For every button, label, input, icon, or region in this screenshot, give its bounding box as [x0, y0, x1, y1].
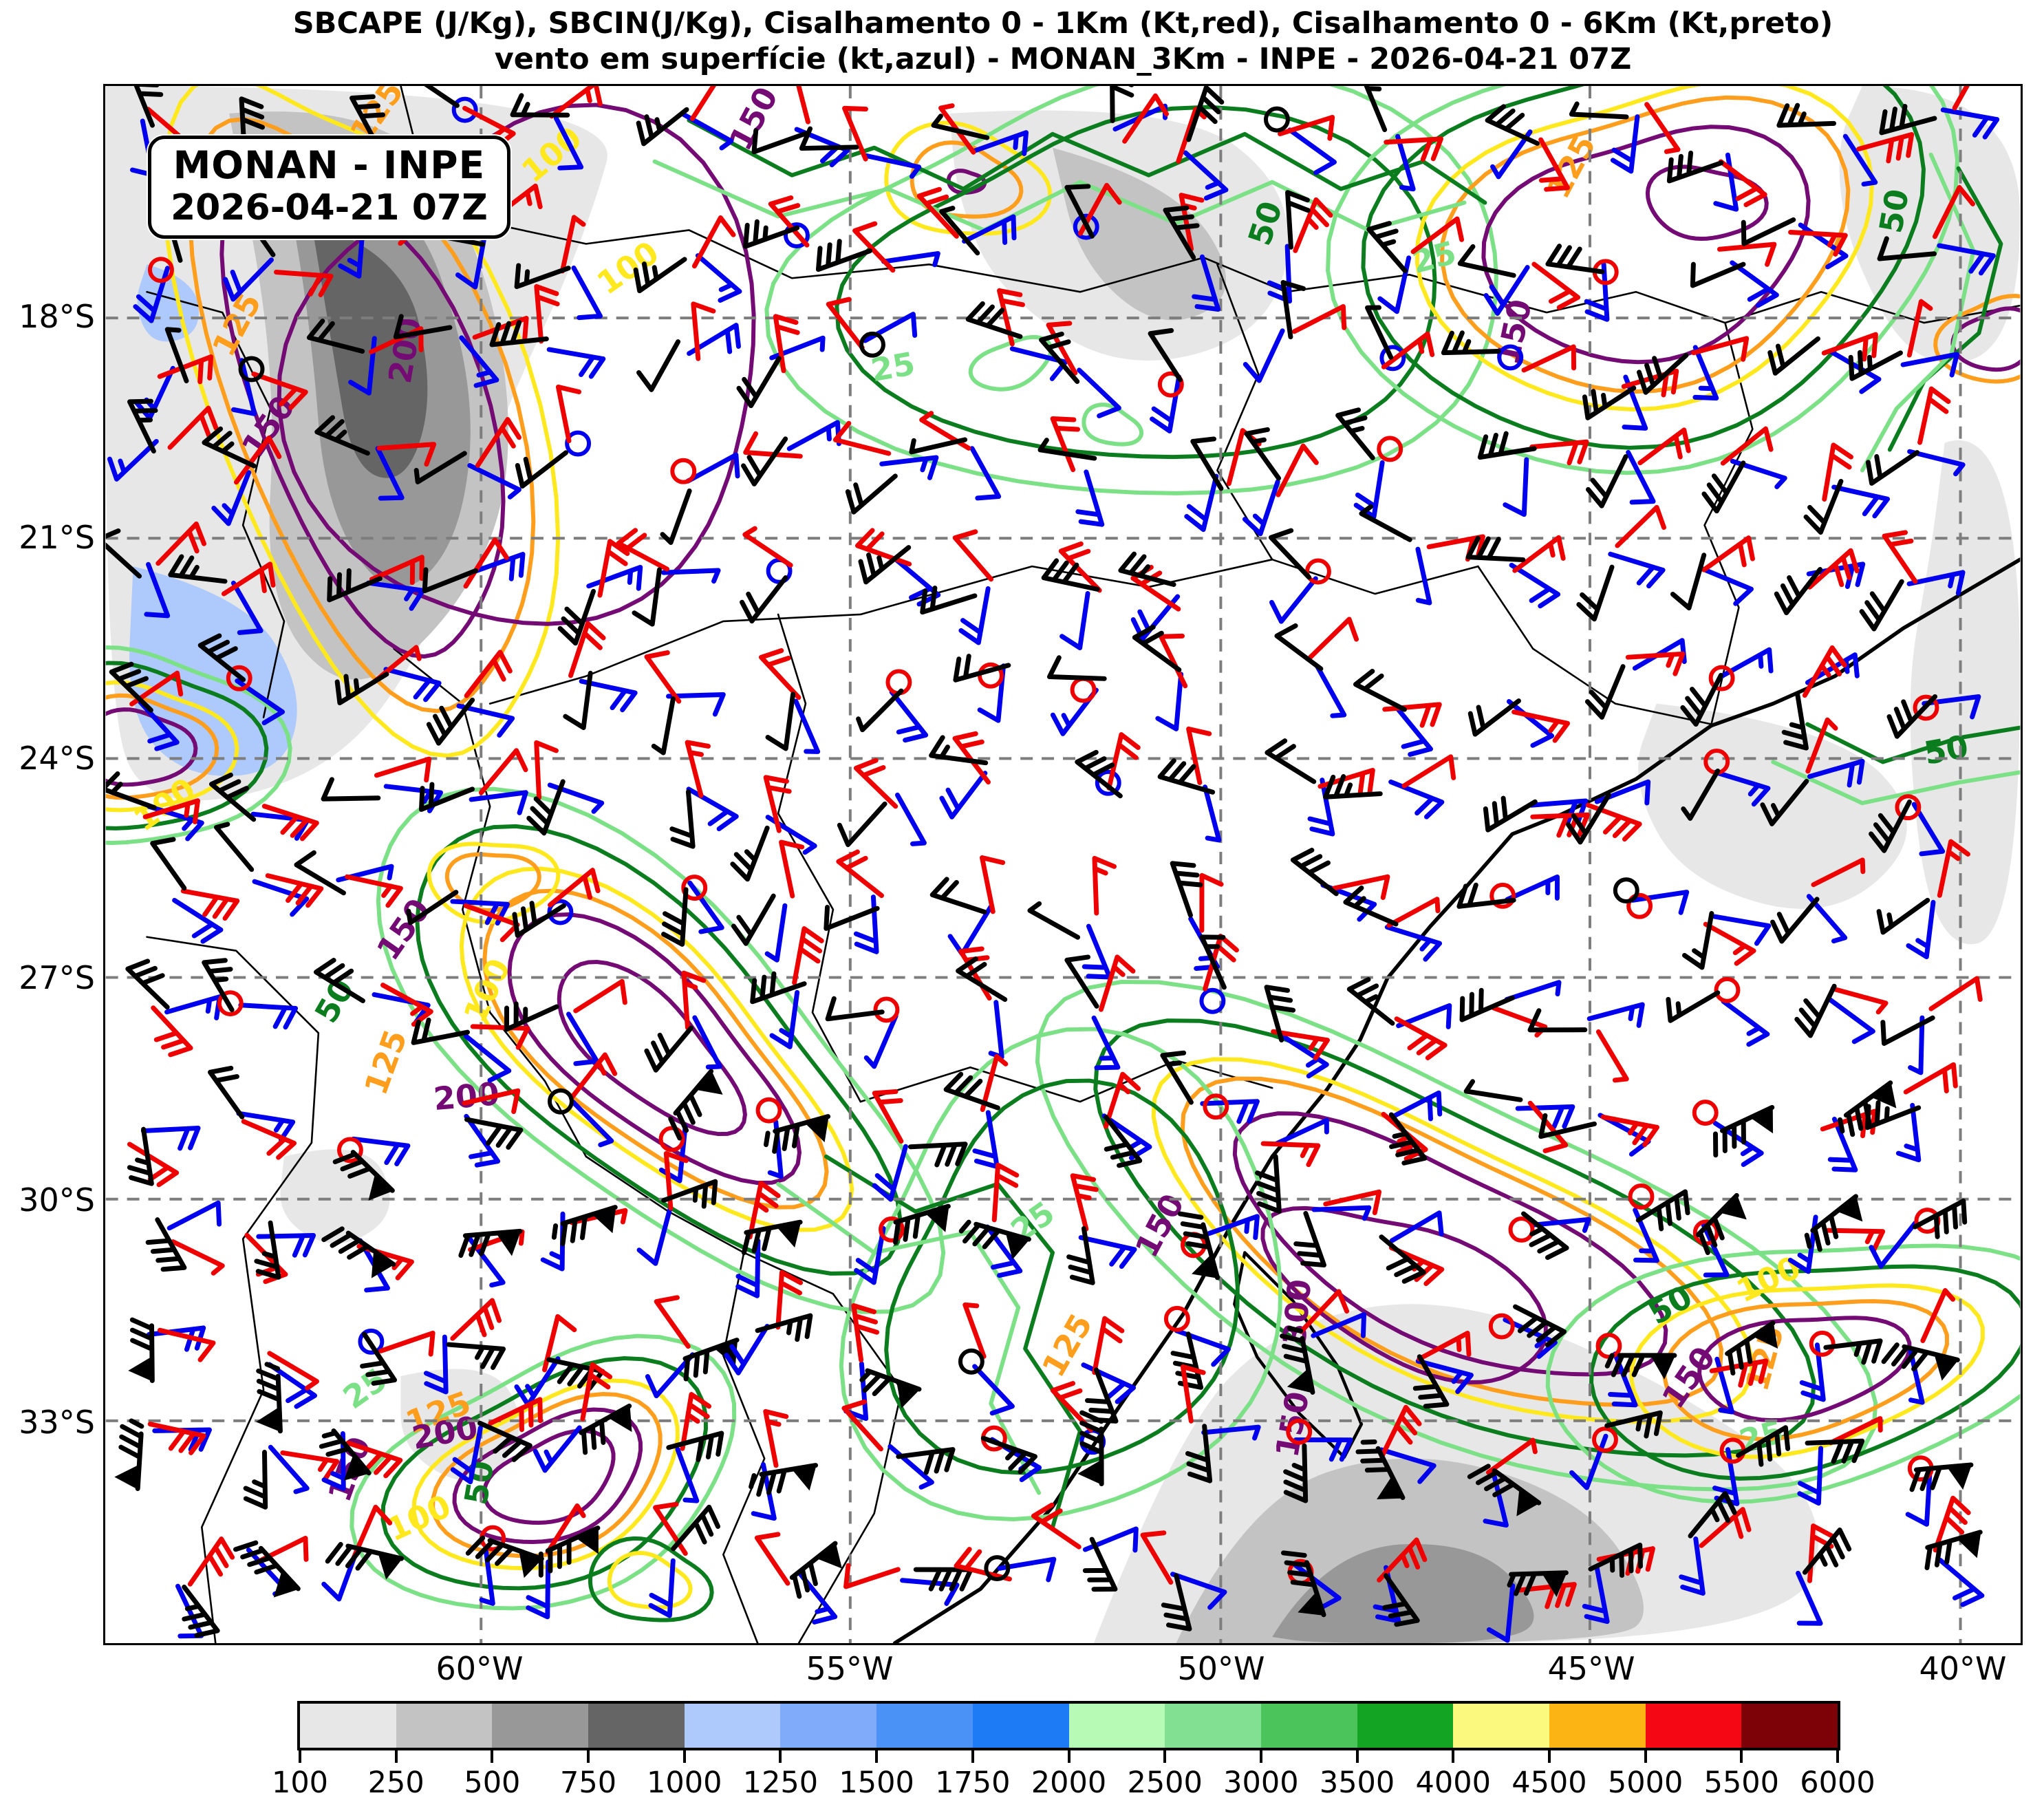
svg-text:25: 25	[1408, 234, 1461, 281]
lon-tick-label: 55°W	[806, 1650, 894, 1687]
colorbar-tick-label: 250	[367, 1766, 424, 1800]
colorbar-segment	[876, 1704, 973, 1748]
colorbar-tick	[1644, 1748, 1647, 1763]
colorbar-segment	[396, 1704, 493, 1748]
lat-tick-label: 18°S	[19, 298, 95, 335]
cape-colorbar	[297, 1701, 1840, 1750]
colorbar-segment	[1549, 1704, 1646, 1748]
svg-text:125: 125	[1540, 129, 1604, 204]
colorbar-tick	[1836, 1748, 1839, 1763]
colorbar-tick-label: 4000	[1415, 1766, 1491, 1800]
colorbar-segment	[588, 1704, 685, 1748]
colorbar-tick-label: 1250	[742, 1766, 819, 1800]
colorbar-segment	[972, 1704, 1069, 1748]
lat-tick-label: 33°S	[19, 1404, 95, 1441]
colorbar-tick	[1163, 1748, 1167, 1763]
colorbar-segment	[1741, 1704, 1838, 1748]
colorbar-segment	[1260, 1704, 1357, 1748]
colorbar-tick	[875, 1748, 879, 1763]
svg-text:25: 25	[868, 345, 918, 389]
colorbar-tick-label: 2000	[1031, 1766, 1107, 1800]
colorbar-segment	[1453, 1704, 1549, 1748]
colorbar-segment	[300, 1704, 396, 1748]
colorbar-segment	[1645, 1704, 1742, 1748]
colorbar-segment	[1068, 1704, 1165, 1748]
colorbar-segment	[684, 1704, 781, 1748]
colorbar-tick-label: 1500	[839, 1766, 914, 1800]
colorbar-tick-label: 2500	[1127, 1766, 1203, 1800]
colorbar-tick	[971, 1748, 974, 1763]
colorbar-segment	[492, 1704, 589, 1748]
inset-model-name: MONAN - INPE	[173, 143, 486, 187]
colorbar-tick	[1547, 1748, 1551, 1763]
colorbar-segment	[1165, 1704, 1261, 1748]
colorbar-tick-label: 6000	[1800, 1766, 1875, 1800]
lon-tick-label: 60°W	[435, 1650, 524, 1687]
colorbar-tick-label: 3500	[1319, 1766, 1395, 1800]
model-run-inset: MONAN - INPE 2026-04-21 07Z	[148, 136, 510, 239]
colorbar-tick	[587, 1748, 590, 1763]
colorbar-tick	[779, 1748, 782, 1763]
colorbar-tick	[491, 1748, 494, 1763]
colorbar-tick-label: 1000	[647, 1766, 722, 1800]
svg-text:50: 50	[1872, 186, 1916, 236]
colorbar-segment	[1357, 1704, 1454, 1748]
colorbar-tick-label: 5500	[1703, 1766, 1780, 1800]
colorbar-tick	[1259, 1748, 1262, 1763]
title-line-1: SBCAPE (J/Kg), SBCIN(J/Kg), Cisalhamento…	[292, 6, 1833, 41]
colorbar-tick	[682, 1748, 686, 1763]
colorbar-tick-label: 100	[271, 1766, 329, 1800]
colorbar-segment	[780, 1704, 877, 1748]
colorbar-tick-label: 5000	[1607, 1766, 1683, 1800]
svg-text:150: 150	[1489, 296, 1539, 368]
lat-tick-label: 21°S	[19, 519, 95, 556]
lon-tick-label: 45°W	[1547, 1650, 1635, 1687]
lat-tick-label: 24°S	[19, 740, 95, 777]
title-line-2: vento em superfície (kt,azul) - MONAN_3K…	[494, 42, 1632, 76]
lat-tick-label: 27°S	[19, 959, 95, 996]
lon-tick-label: 40°W	[1919, 1650, 2007, 1687]
colorbar-tick-label: 1750	[935, 1766, 1011, 1800]
colorbar-tick	[394, 1748, 398, 1763]
svg-text:50: 50	[1922, 728, 1971, 772]
svg-text:125: 125	[1035, 1307, 1100, 1383]
map-panel: 125 150 200 125 150 100 100 50 25 25 125 150 50 100 50…	[103, 84, 2023, 1645]
colorbar-tick-label: 4500	[1512, 1766, 1587, 1800]
colorbar-tick	[1452, 1748, 1455, 1763]
colorbar-tick	[1355, 1748, 1359, 1763]
colorbar-tick-label: 500	[464, 1766, 521, 1800]
colorbar-tick	[1067, 1748, 1071, 1763]
lat-tick-label: 30°S	[19, 1181, 95, 1219]
lon-tick-label: 50°W	[1177, 1650, 1265, 1687]
colorbar-tick	[299, 1748, 301, 1763]
colorbar-tick-label: 750	[560, 1766, 617, 1800]
colorbar-tick-label: 3000	[1223, 1766, 1299, 1800]
colorbar-tick	[1740, 1748, 1743, 1763]
figure-title: SBCAPE (J/Kg), SBCIN(J/Kg), Cisalhamento…	[103, 6, 2023, 77]
inset-valid-time: 2026-04-21 07Z	[171, 187, 488, 228]
svg-text:100: 100	[381, 1487, 457, 1548]
svg-text:125: 125	[357, 1025, 414, 1100]
